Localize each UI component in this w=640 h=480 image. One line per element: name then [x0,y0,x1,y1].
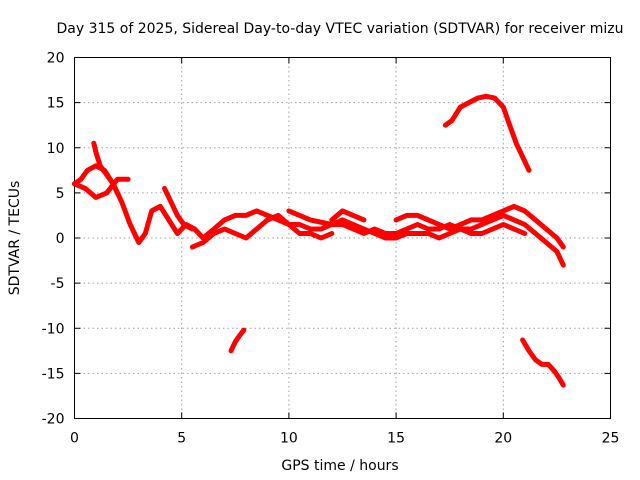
y-tick-label: 0 [56,231,65,247]
chart-title: Day 315 of 2025, Sidereal Day-to-day VTE… [57,21,624,37]
x-tick-label: 25 [602,431,620,447]
y-tick-label: 10 [47,141,65,157]
series-arc-7 [329,208,367,223]
series-arc-6 [286,208,420,241]
y-tick-label: -10 [42,321,65,337]
x-tick-label: 10 [280,431,298,447]
x-tick-label: 20 [494,431,512,447]
series-arc-11 [228,327,247,354]
x-tick-label: 0 [70,431,79,447]
series-arc-9 [415,222,528,241]
series-arc-12 [520,337,566,388]
series-arc-2 [72,176,131,200]
y-tick-label: 15 [47,96,65,112]
series-arc-1 [72,163,566,268]
y-tick-label: 20 [47,51,65,67]
series-arc-10 [442,93,532,173]
x-axis-label: GPS time / hours [281,458,398,474]
series-arc-8 [393,203,566,250]
y-tick-label: 5 [56,186,65,202]
data-series [72,93,566,388]
x-tick-label: 15 [387,431,405,447]
x-tick-label: 5 [177,431,186,447]
y-tick-label: -20 [42,412,65,428]
series-arc-4 [162,185,195,232]
series-arc-5 [189,212,335,250]
y-axis-label: SDTVAR / TECUs [7,181,23,296]
y-tick-label: -5 [51,276,65,292]
grid [74,57,611,419]
series-arc-3 [91,140,120,196]
y-tick-label: -15 [42,366,65,382]
axis-ticks: 0 5 10 15 20 25 -20 -15 -10 -5 0 5 10 15 20 [42,51,620,447]
